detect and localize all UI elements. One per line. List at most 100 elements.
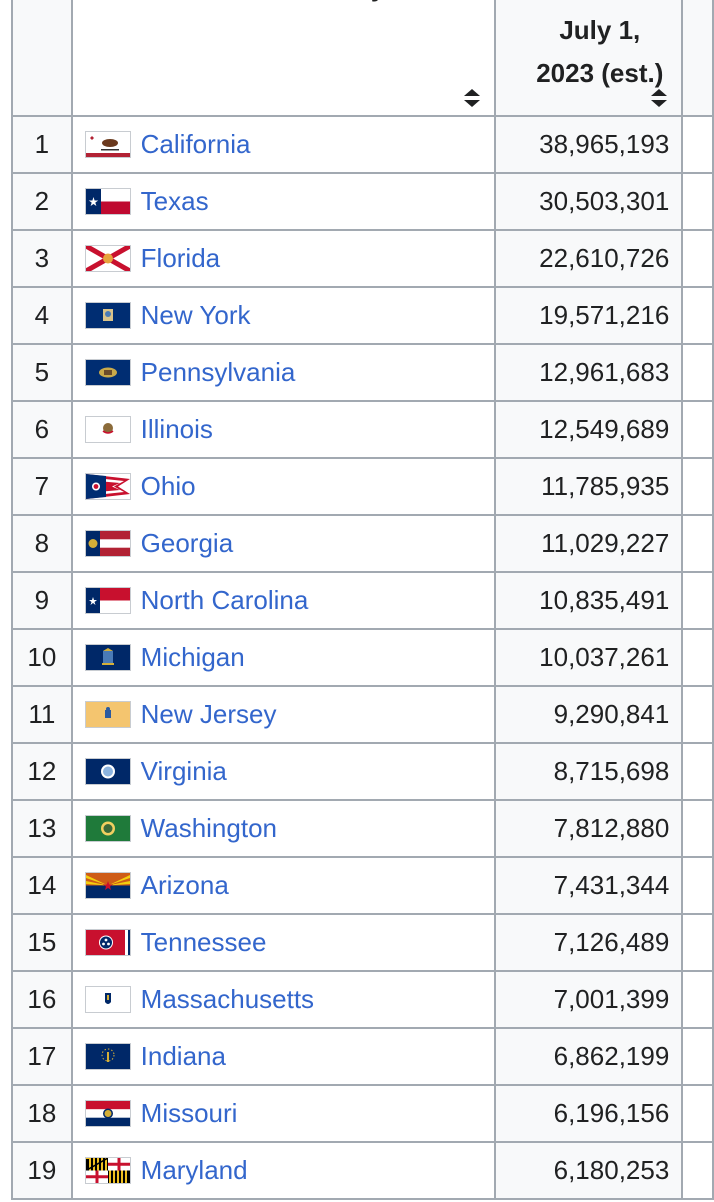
state-link[interactable]: Missouri <box>140 1098 238 1128</box>
state-link[interactable]: Arizona <box>140 870 229 900</box>
population-cell: 30,503,301 <box>494 172 684 231</box>
extra-cell <box>681 628 714 687</box>
header-rank <box>11 0 73 117</box>
new-york-flag-icon[interactable] <box>84 302 131 329</box>
ohio-flag-icon[interactable] <box>84 473 131 500</box>
state-link[interactable]: California <box>140 129 251 159</box>
virginia-flag-icon[interactable] <box>84 758 131 785</box>
state-cell-content: Michigan <box>73 630 495 685</box>
texas-flag-icon[interactable] <box>84 188 131 215</box>
table-row: 15 Tennessee 7,126,489 <box>11 913 714 972</box>
georgia-flag-icon[interactable] <box>84 530 131 557</box>
state-cell-content: California <box>73 117 495 172</box>
state-link[interactable]: New York <box>140 300 251 330</box>
population-cell: 7,431,344 <box>494 856 684 915</box>
header-extra <box>681 0 714 117</box>
population-table-wrapper: State or territory July 1, 2023 (est.) 1… <box>11 0 714 1200</box>
washington-flag-icon[interactable] <box>84 815 131 842</box>
table-row: 3 Florida 22,610,726 <box>11 229 714 288</box>
state-cell: New Jersey <box>70 685 497 744</box>
state-link[interactable]: Washington <box>140 813 277 843</box>
michigan-flag-icon[interactable] <box>84 644 131 671</box>
state-link[interactable]: Maryland <box>140 1155 248 1185</box>
table-row: 10 Michigan 10,037,261 <box>11 628 714 687</box>
state-cell-content: New Jersey <box>73 687 495 742</box>
state-cell-content: Illinois <box>73 402 495 457</box>
population-cell: 11,029,227 <box>494 514 684 573</box>
rank-cell: 13 <box>11 799 73 858</box>
extra-cell <box>681 571 714 630</box>
population-cell: 6,196,156 <box>494 1084 684 1143</box>
state-cell: Maryland <box>70 1141 497 1200</box>
state-link[interactable]: Tennessee <box>140 927 267 957</box>
rank-cell: 11 <box>11 685 73 744</box>
pennsylvania-flag-icon[interactable] <box>84 359 131 386</box>
state-link[interactable]: Virginia <box>140 756 227 786</box>
maryland-flag-icon[interactable] <box>84 1157 131 1184</box>
state-link[interactable]: North Carolina <box>140 585 309 615</box>
state-link[interactable]: Massachusetts <box>140 984 315 1014</box>
rank-cell: 5 <box>11 343 73 402</box>
california-flag-icon[interactable] <box>84 131 131 158</box>
state-cell-content: Arizona <box>73 858 495 913</box>
state-link[interactable]: Texas <box>140 186 209 216</box>
arizona-flag-icon[interactable] <box>84 872 131 899</box>
state-link[interactable]: Ohio <box>140 471 196 501</box>
extra-cell <box>681 514 714 573</box>
population-cell: 10,037,261 <box>494 628 684 687</box>
state-link[interactable]: Pennsylvania <box>140 357 296 387</box>
rank-cell: 19 <box>11 1141 73 1200</box>
state-link[interactable]: Florida <box>140 243 221 273</box>
table-row: 4 New York 19,571,216 <box>11 286 714 345</box>
tennessee-flag-icon[interactable] <box>84 929 131 956</box>
state-link[interactable]: Illinois <box>140 414 213 444</box>
state-cell-content: Massachusetts <box>73 972 495 1027</box>
sort-icon[interactable] <box>464 89 481 107</box>
population-cell: 12,961,683 <box>494 343 684 402</box>
population-cell: 19,571,216 <box>494 286 684 345</box>
table-row: 6 Illinois 12,549,689 <box>11 400 714 459</box>
state-link[interactable]: Georgia <box>140 528 234 558</box>
header-row: State or territory July 1, 2023 (est.) <box>11 0 714 117</box>
rank-cell: 9 <box>11 571 73 630</box>
table-row: 9 North Carolina 10,835,491 <box>11 571 714 630</box>
rank-cell: 17 <box>11 1027 73 1086</box>
table-row: 12 Virginia 8,715,698 <box>11 742 714 801</box>
header-population-label: July 1, 2023 (est.) <box>536 15 664 88</box>
state-link[interactable]: Indiana <box>140 1041 226 1071</box>
rank-cell: 7 <box>11 457 73 516</box>
rank-cell: 16 <box>11 970 73 1029</box>
new-jersey-flag-icon[interactable] <box>84 701 131 728</box>
massachusetts-flag-icon[interactable] <box>84 986 131 1013</box>
extra-cell <box>681 172 714 231</box>
header-state[interactable]: State or territory <box>70 0 497 117</box>
rank-cell: 1 <box>11 115 73 174</box>
state-cell-content: North Carolina <box>73 573 495 628</box>
state-cell-content: Maryland <box>73 1143 495 1198</box>
table-row: 19 Maryland 6,180,253 <box>11 1141 714 1200</box>
north-carolina-flag-icon[interactable] <box>84 587 131 614</box>
sort-icon[interactable] <box>651 89 668 107</box>
rank-cell: 2 <box>11 172 73 231</box>
state-cell: Texas <box>70 172 497 231</box>
rank-cell: 4 <box>11 286 73 345</box>
state-cell: Michigan <box>70 628 497 687</box>
population-cell: 7,001,399 <box>494 970 684 1029</box>
florida-flag-icon[interactable] <box>84 245 131 272</box>
population-cell: 10,835,491 <box>494 571 684 630</box>
state-link[interactable]: Michigan <box>140 642 245 672</box>
state-link[interactable]: New Jersey <box>140 699 277 729</box>
missouri-flag-icon[interactable] <box>84 1100 131 1127</box>
table-row: 13 Washington 7,812,880 <box>11 799 714 858</box>
state-cell: Illinois <box>70 400 497 459</box>
population-cell: 12,549,689 <box>494 400 684 459</box>
table-row: 8 Georgia 11,029,227 <box>11 514 714 573</box>
illinois-flag-icon[interactable] <box>84 416 131 443</box>
state-cell: New York <box>70 286 497 345</box>
state-cell-content: Pennsylvania <box>73 345 495 400</box>
header-population[interactable]: July 1, 2023 (est.) <box>494 0 684 117</box>
indiana-flag-icon[interactable] <box>84 1043 131 1070</box>
extra-cell <box>681 1027 714 1086</box>
extra-cell <box>681 286 714 345</box>
extra-cell <box>681 115 714 174</box>
